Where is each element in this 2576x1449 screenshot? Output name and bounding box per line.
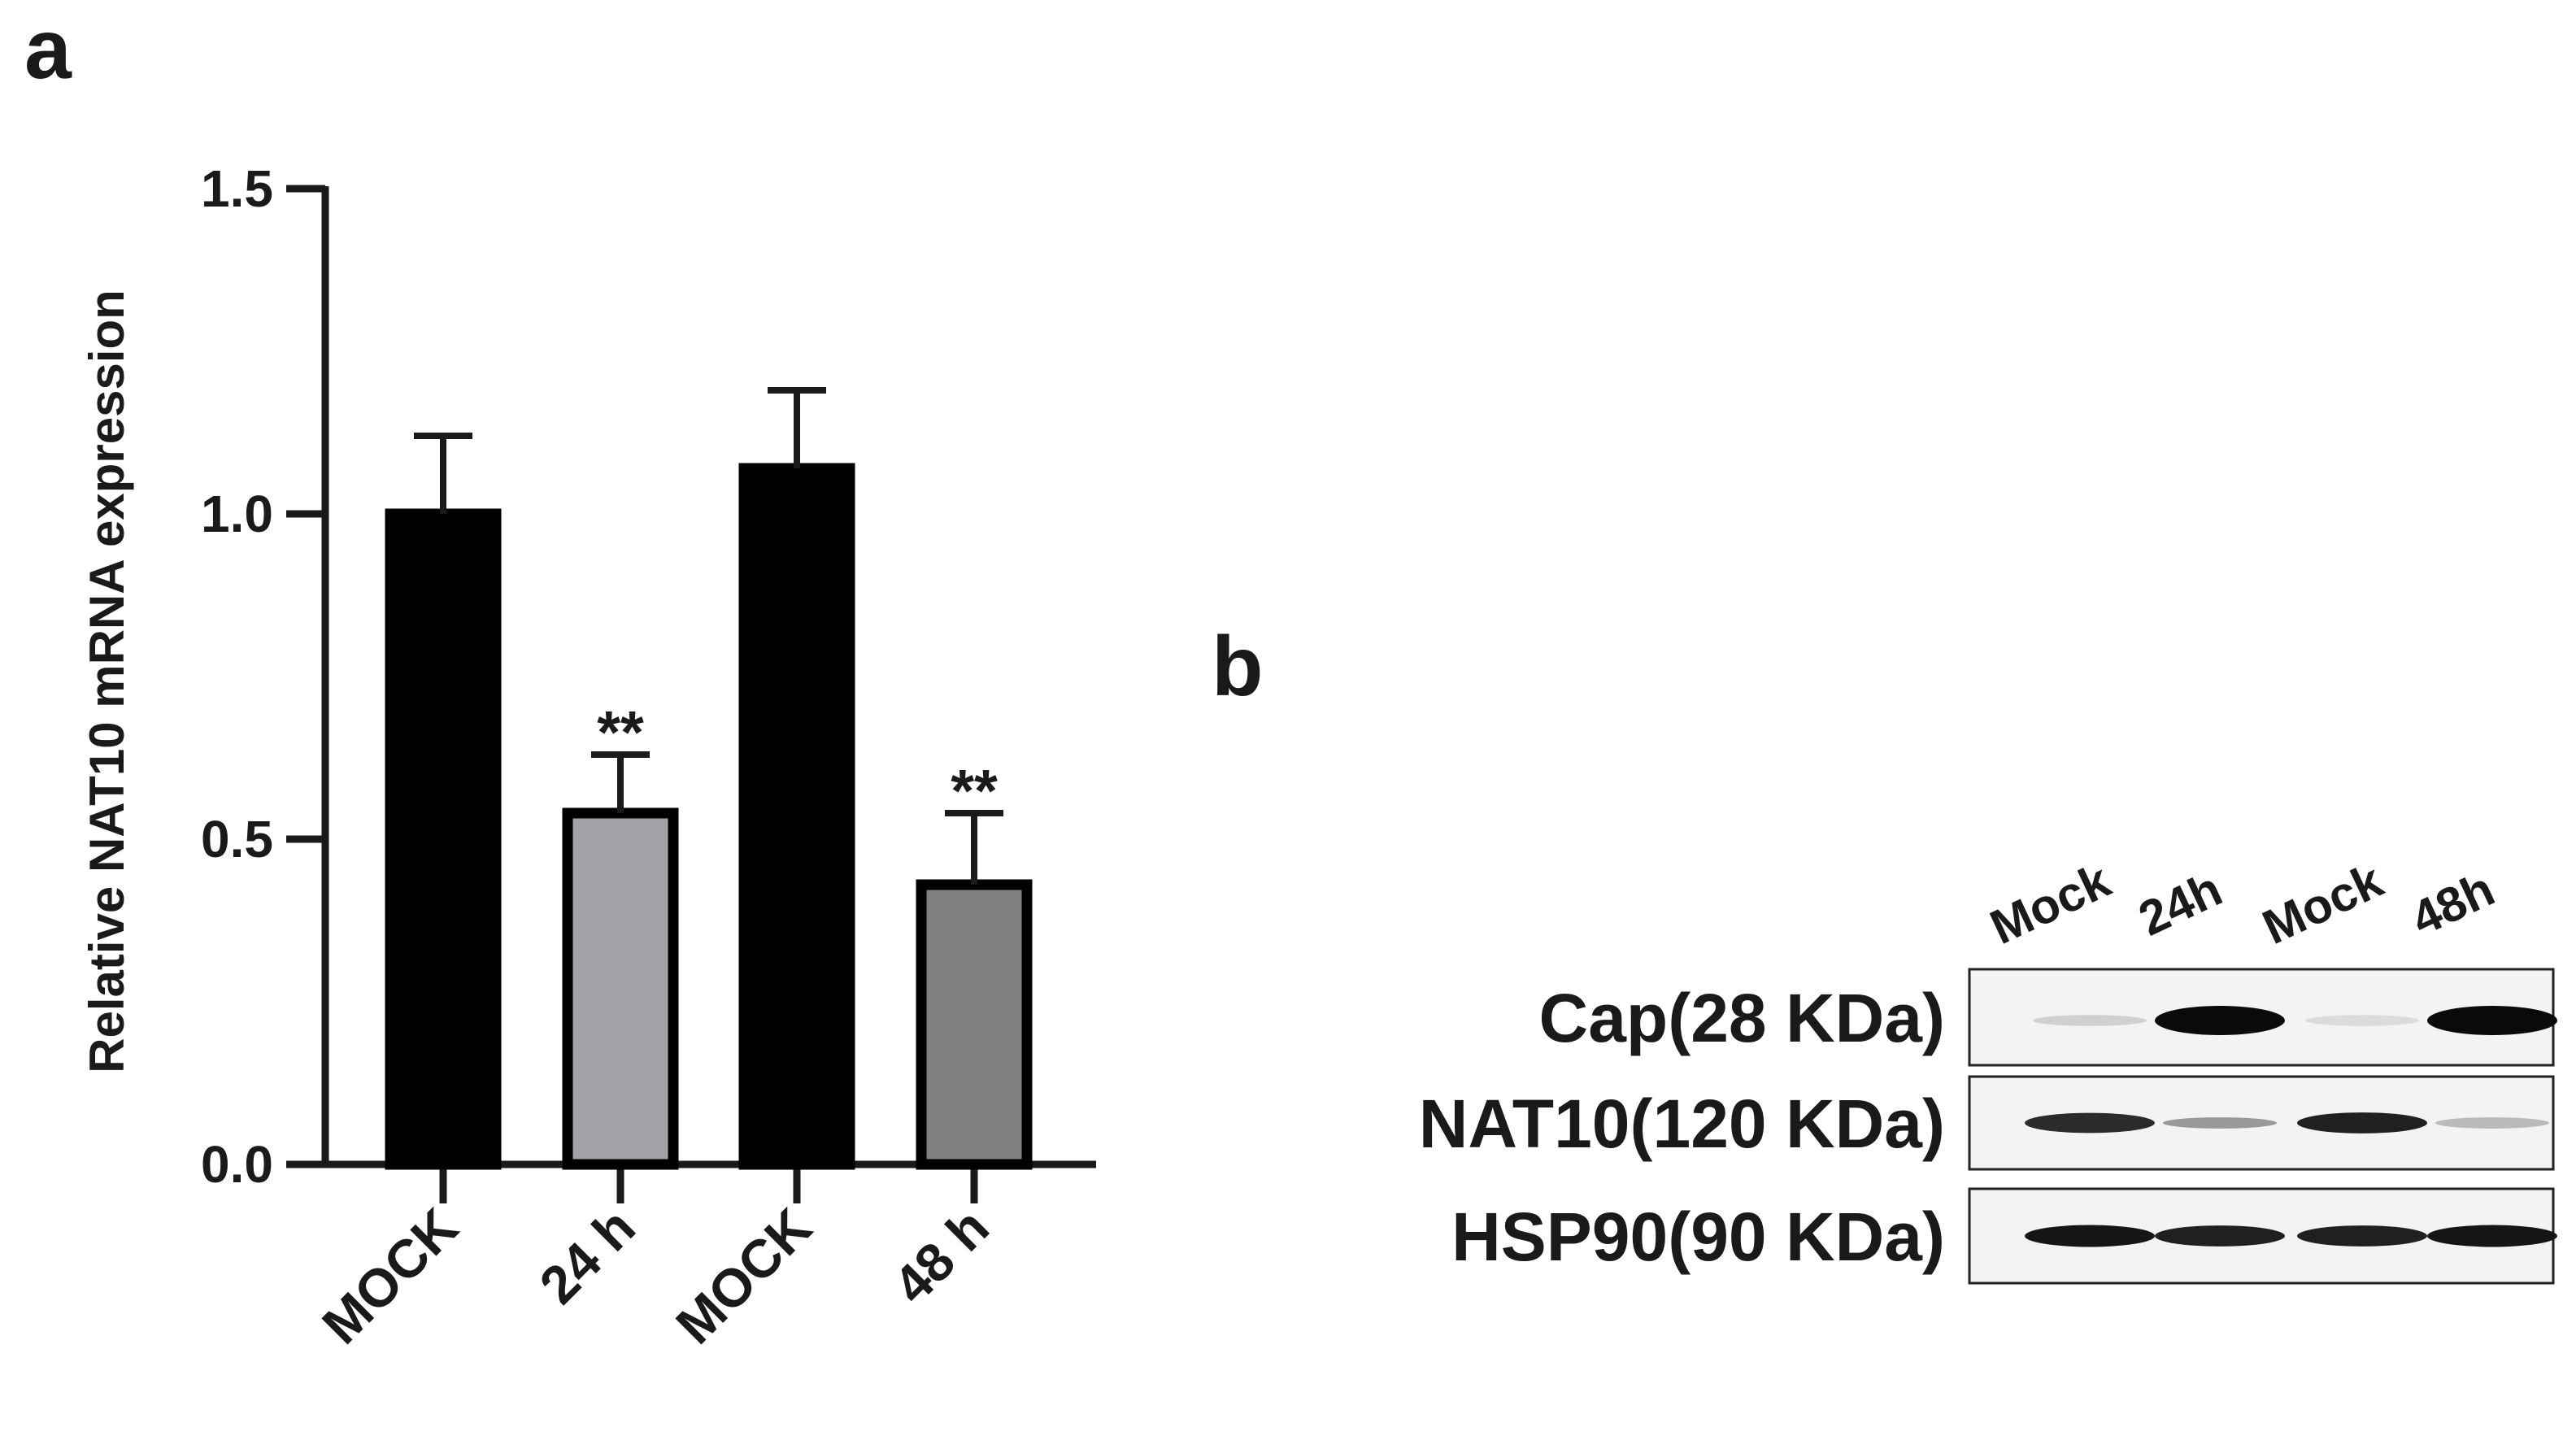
- bar: [738, 463, 855, 1170]
- blot-band: [2163, 1117, 2277, 1129]
- y-tick-label: 0.5: [201, 810, 273, 868]
- lane-labels: Mock 24h Mock 48h: [1982, 852, 2503, 955]
- blot-rows: Cap(28 KDa) NAT10(120 KDa) HSP90(90 KDa): [1419, 968, 2557, 1285]
- lane-label: 24h: [2130, 861, 2230, 946]
- blot-row-label: HSP90(90 KDa): [1451, 1199, 1945, 1275]
- lane-label: Mock: [2255, 852, 2391, 955]
- panel-a-label: a: [24, 2, 72, 97]
- blot-band: [2427, 1225, 2557, 1247]
- x-tick-label: 24 h: [528, 1197, 646, 1316]
- x-tick-label: 48 h: [881, 1197, 1000, 1316]
- blot-band: [2435, 1117, 2549, 1129]
- significance-annotations: ** **: [597, 698, 998, 825]
- bar-chart: Relative NAT10 mRNA expression 0.0 0.5 1.0…: [80, 159, 1096, 1355]
- blot-band: [2297, 1112, 2427, 1134]
- error-bars: [414, 387, 1003, 885]
- y-tick-label: 1.5: [201, 159, 273, 218]
- blot-band: [2155, 1225, 2285, 1247]
- blot-band: [2297, 1225, 2427, 1247]
- blot-band: [2427, 1006, 2557, 1035]
- lane-label: Mock: [1982, 852, 2119, 955]
- bar: [385, 508, 502, 1170]
- blot-band: [2025, 1225, 2155, 1247]
- x-tick-label: MOCK: [311, 1196, 469, 1355]
- y-tick-label: 1.0: [201, 485, 273, 543]
- y-axis-label: Relative NAT10 mRNA expression: [80, 289, 134, 1073]
- panel-b-label: b: [1212, 620, 1264, 714]
- lane-label: 48h: [2403, 861, 2502, 946]
- blot-row-label: NAT10(120 KDa): [1419, 1086, 1945, 1162]
- x-axis: [322, 1160, 1096, 1203]
- blot-row: HSP90(90 KDa): [1451, 1187, 2557, 1285]
- y-tick-label: 0.0: [201, 1135, 273, 1194]
- significance-marker: **: [951, 757, 998, 825]
- blot-row-label: Cap(28 KDa): [1539, 980, 1945, 1056]
- bar: [562, 807, 679, 1170]
- blot-row: Cap(28 KDa): [1539, 968, 2557, 1067]
- blot-band: [2033, 1015, 2147, 1026]
- western-blot: Mock 24h Mock 48h Cap(28 KDa)NAT10(120 KDa)…: [1419, 852, 2557, 1285]
- x-tick-label: MOCK: [664, 1196, 823, 1355]
- bar: [916, 879, 1033, 1170]
- blot-row: NAT10(120 KDa): [1419, 1075, 2555, 1171]
- blot-band: [2155, 1006, 2285, 1035]
- bars: [385, 463, 1033, 1170]
- significance-marker: **: [597, 698, 644, 766]
- blot-band: [2025, 1112, 2155, 1134]
- y-axis: 0.0 0.5 1.0 1.5: [201, 159, 329, 1194]
- blot-band: [2305, 1015, 2419, 1026]
- x-tick-labels: MOCK 24 h MOCK 48 h: [311, 1196, 1000, 1355]
